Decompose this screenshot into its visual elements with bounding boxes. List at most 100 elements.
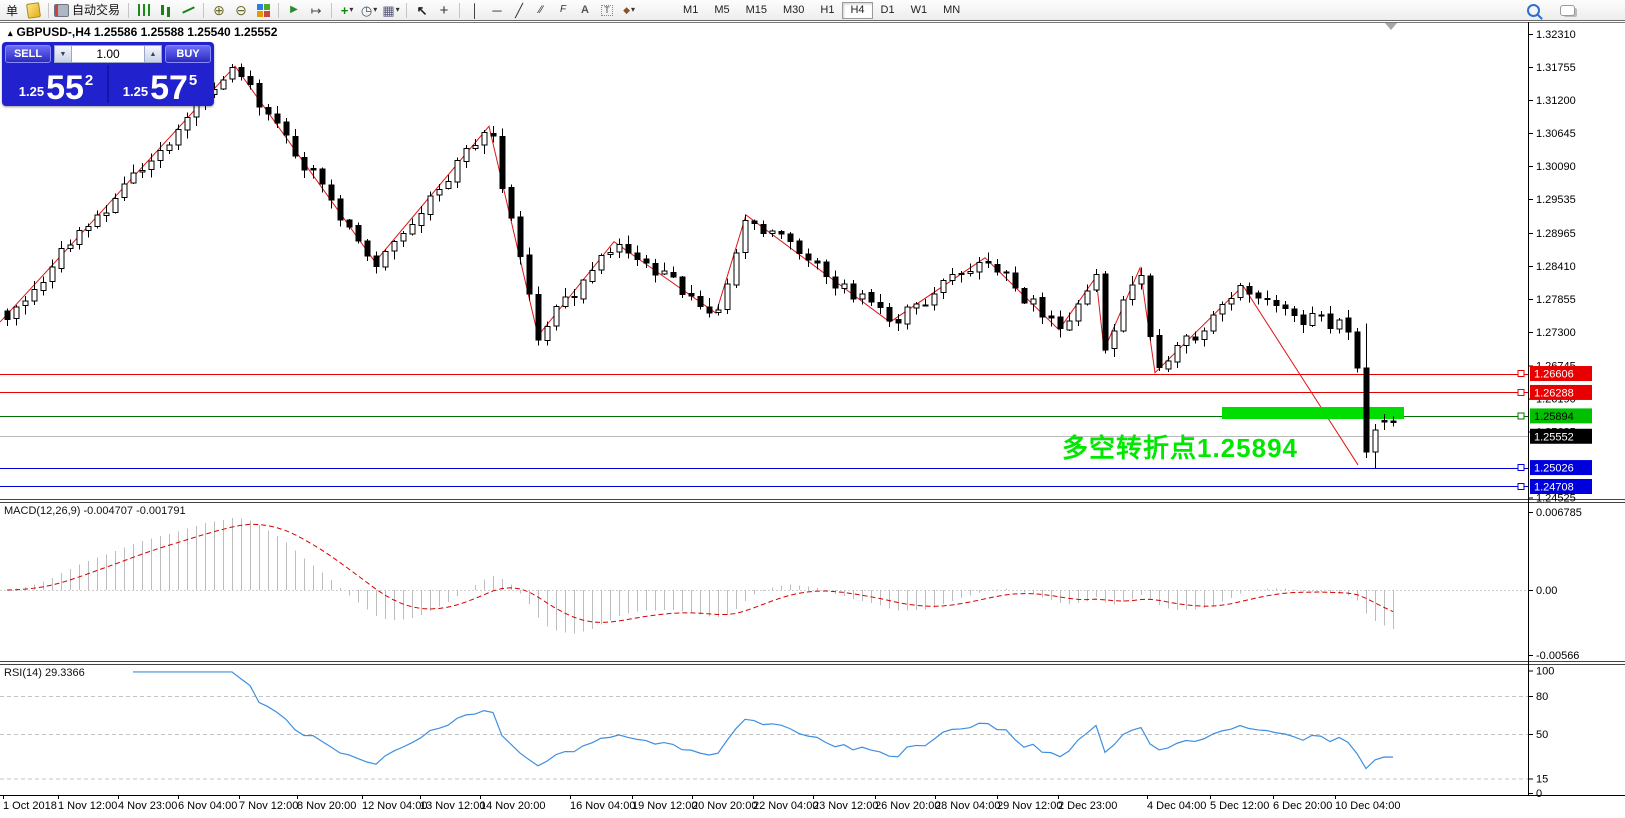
buy-price[interactable]: 1.25 57 5 xyxy=(122,69,198,108)
autotrading-icon xyxy=(54,3,70,17)
price-level-badge xyxy=(1530,428,1592,444)
time-tick-label: 6 Dec 20:00 xyxy=(1273,800,1332,812)
time-tick-label: 12 Nov 04:00 xyxy=(362,800,427,812)
price-tick-label: 1.29535 xyxy=(1536,194,1576,206)
equidistant-channel-icon[interactable]: ∕∕ xyxy=(539,3,543,16)
menu-label[interactable]: 单 xyxy=(6,3,19,18)
time-tick-label: 10 Dec 04:00 xyxy=(1335,800,1400,812)
new-order-icon[interactable] xyxy=(23,1,43,19)
price-level-badge xyxy=(1530,460,1592,476)
sell-button[interactable]: SELL xyxy=(5,45,51,63)
new-order-icon xyxy=(25,1,41,19)
rsi-label: RSI(14) 29.3366 xyxy=(4,667,85,679)
tile-windows-icon[interactable] xyxy=(253,2,273,19)
time-tick-label: 26 Nov 20:00 xyxy=(875,800,940,812)
line-anchor-marker xyxy=(1517,483,1525,490)
zoom-out-icon[interactable]: ⊖ xyxy=(235,2,247,18)
chat-icon[interactable] xyxy=(1557,2,1577,19)
chart-annotation: 多空转折点1.25894 xyxy=(1062,433,1298,463)
arrows-icon[interactable]: ◆ ▾ xyxy=(623,4,635,15)
time-axis: 1 Oct 2018 1 Nov 12:00 4 Nov 23:00 6 Nov 04… xyxy=(3,796,1400,812)
cursor-icon[interactable]: ↖ xyxy=(416,2,428,18)
green-highlight-box xyxy=(1222,407,1404,419)
periods-icon[interactable]: ◷ ▾ xyxy=(360,2,378,18)
candles xyxy=(4,63,1397,468)
line-chart-icon[interactable] xyxy=(178,2,198,19)
price-tick-label: 1.27855 xyxy=(1536,294,1576,306)
time-tick-label: 20 Nov 20:00 xyxy=(692,800,757,812)
timeframe-m1[interactable]: M1 xyxy=(675,2,706,19)
crosshair-icon[interactable]: + xyxy=(439,1,449,19)
timeframe-m15[interactable]: M15 xyxy=(738,2,775,19)
templates-icon[interactable]: ▦ ▾ xyxy=(382,2,400,18)
toolbar-separator xyxy=(278,2,280,18)
trendline-icon[interactable]: ╱ xyxy=(515,2,523,18)
toolbar-separator xyxy=(406,2,408,18)
price-level-badge xyxy=(1530,366,1592,382)
zoom-in-icon[interactable]: ⊕ xyxy=(213,2,225,18)
candlestick-chart-icon[interactable] xyxy=(156,2,176,19)
volume-decrease-button[interactable]: ▼ xyxy=(54,45,72,63)
rsi-axis-label: 0 xyxy=(1536,788,1542,800)
fibonacci-icon[interactable]: F xyxy=(559,4,567,15)
rsi-axis-label: 100 xyxy=(1536,666,1554,678)
timeframe-h4[interactable]: H4 xyxy=(842,1,873,19)
price-tick-label: 1.27300 xyxy=(1536,327,1576,339)
horizontal-line-icon[interactable]: ─ xyxy=(492,2,502,18)
bar-chart-icon[interactable] xyxy=(134,2,154,19)
vertical-line-icon[interactable]: │ xyxy=(470,2,480,18)
time-tick-label: 1 Oct 2018 xyxy=(3,800,57,812)
rsi-panel[interactable] xyxy=(0,671,1528,780)
price-tick-label: 1.30090 xyxy=(1536,161,1576,173)
text-label-icon[interactable]: T xyxy=(597,2,617,19)
price-tick-label: 1.31200 xyxy=(1536,95,1576,107)
price-level-badge-text: 1.26288 xyxy=(1534,387,1574,399)
toolbar-separator xyxy=(48,2,50,18)
price-chart[interactable] xyxy=(0,63,1528,487)
chat-icon xyxy=(1559,4,1575,16)
price-axis: 1.32310 1.31755 1.31200 1.30645 1.30090 1.295… xyxy=(1517,29,1592,800)
time-tick-label: 29 Nov 12:00 xyxy=(997,800,1062,812)
timeframe-m5[interactable]: M5 xyxy=(706,2,737,19)
volume-increase-button[interactable]: ▲ xyxy=(144,45,162,63)
timeframe-m30[interactable]: M30 xyxy=(775,2,812,19)
chart-shift-marker[interactable] xyxy=(1385,23,1397,30)
candlestick-chart-icon xyxy=(161,5,165,15)
timeframe-d1[interactable]: D1 xyxy=(873,2,903,19)
auto-scroll-icon[interactable]: ▶ xyxy=(290,4,298,15)
timeframe-w1[interactable]: W1 xyxy=(903,2,936,19)
indicators-icon[interactable]: + ▾ xyxy=(340,2,354,18)
timeframe-buttons: M1 M5 M15 M30 H1 H4 D1 W1 MN xyxy=(675,1,968,19)
line-anchor-marker xyxy=(1517,388,1525,396)
macd-signal-line xyxy=(6,523,1394,623)
price-tick-label: 1.24525 xyxy=(1536,492,1576,504)
chart-shift-icon[interactable]: ↦ xyxy=(310,2,322,18)
timeframe-h1[interactable]: H1 xyxy=(812,2,842,19)
text-icon[interactable]: A xyxy=(581,3,589,16)
tile-windows-icon xyxy=(256,3,263,10)
toolbar-separator xyxy=(128,2,130,18)
rsi-axis-label: 15 xyxy=(1536,773,1548,785)
macd-panel[interactable] xyxy=(0,518,1528,634)
time-tick-label: 5 Dec 12:00 xyxy=(1210,800,1269,812)
timeframe-mn[interactable]: MN xyxy=(935,2,968,19)
buy-button[interactable]: BUY xyxy=(165,45,211,63)
toolbar-separator xyxy=(331,2,333,18)
volume-input[interactable] xyxy=(72,45,144,63)
chevron-down-icon: ▾ xyxy=(373,5,378,14)
bar-chart-icon xyxy=(137,4,151,16)
price-level-badge-text: 1.25026 xyxy=(1534,463,1574,475)
toolbar: 单 自动交易 ⊕ ⊖ ▶ ↦ + ▾ ◷ ▾ ▦ ▾ ↖ + │ ─ ╱ ∕∕ F A T ◆ ▾ M1 M5 M15 M30 H… xyxy=(0,0,1625,21)
search-icon[interactable] xyxy=(1523,2,1543,19)
chart-title-text: GBPUSD-,H4 1.25586 1.25588 1.25540 1.255… xyxy=(16,25,278,39)
time-tick-label: 6 Nov 04:00 xyxy=(178,800,237,812)
time-tick-label: 4 Dec 04:00 xyxy=(1147,800,1206,812)
price-level-badge-text: 1.26606 xyxy=(1534,369,1574,381)
sell-price[interactable]: 1.25 55 2 xyxy=(5,65,109,105)
autotrading-icon[interactable]: 自动交易 xyxy=(54,2,123,19)
rsi-line xyxy=(133,671,1394,770)
time-tick-label: 2 Dec 23:00 xyxy=(1058,800,1117,812)
time-tick-label: 8 Nov 20:00 xyxy=(297,800,356,812)
time-tick-label: 4 Nov 23:00 xyxy=(118,800,177,812)
